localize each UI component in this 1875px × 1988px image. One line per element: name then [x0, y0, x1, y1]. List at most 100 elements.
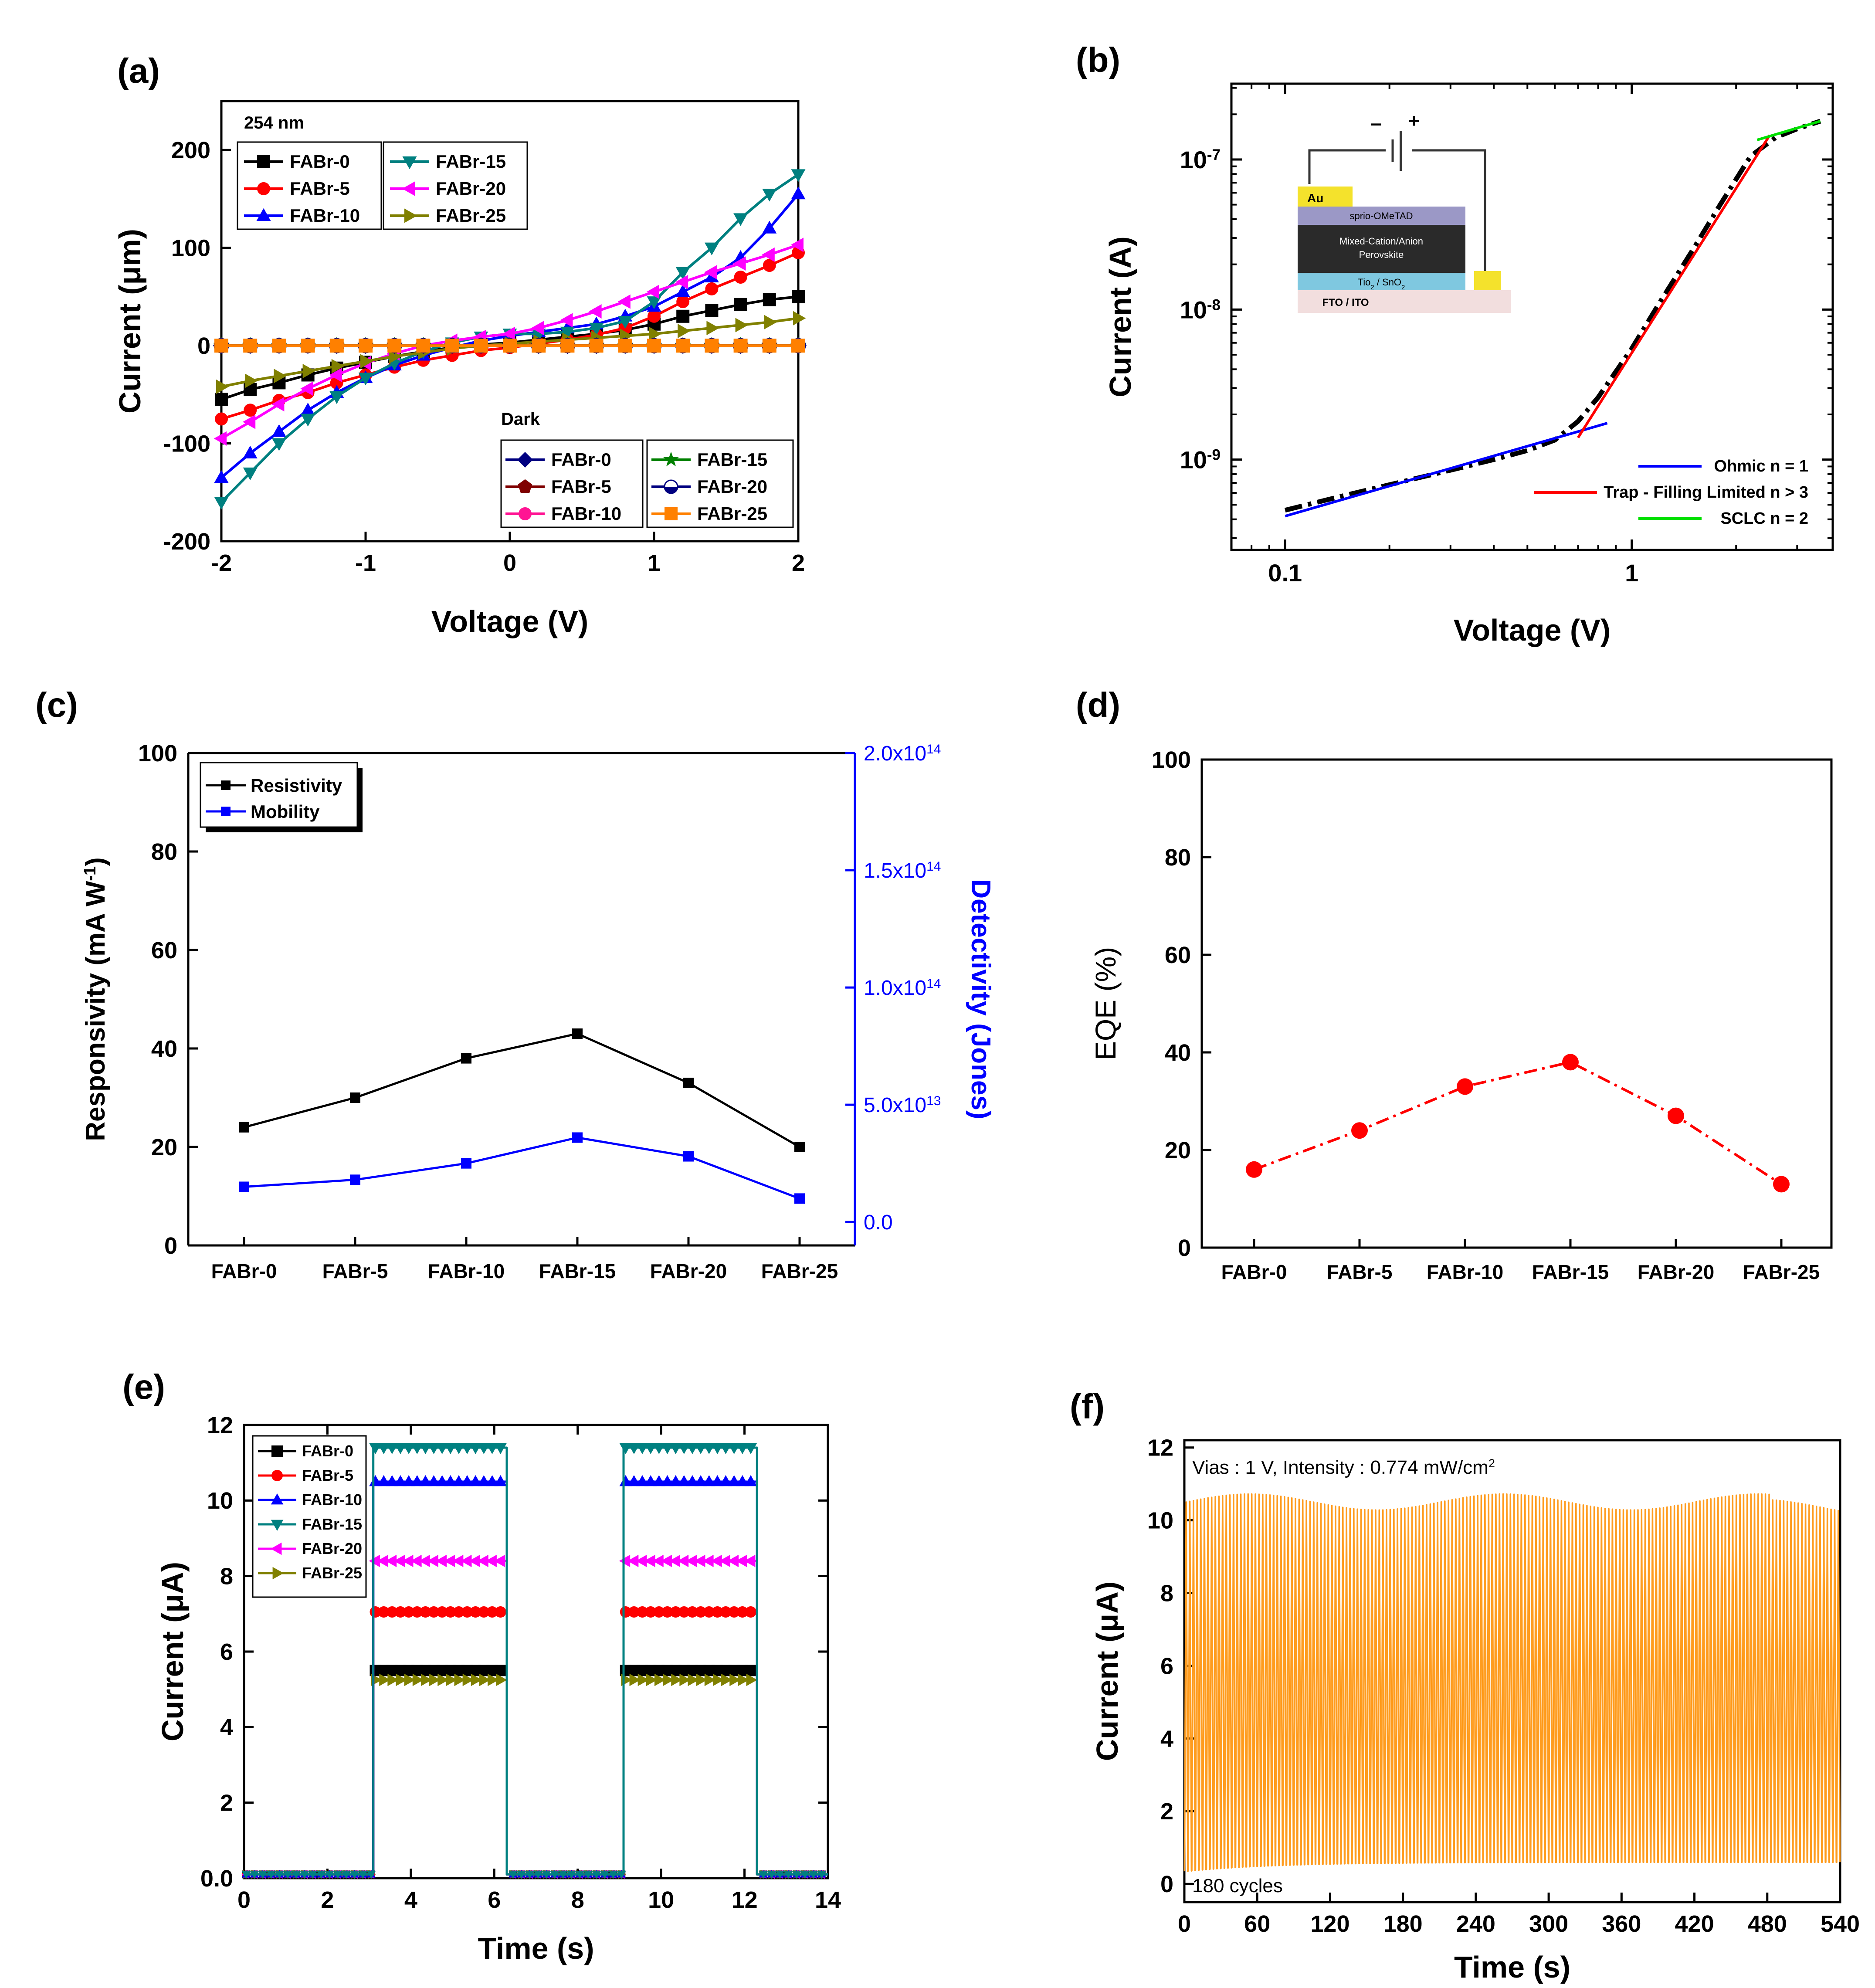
- data-point: [386, 1443, 399, 1454]
- data-point: [763, 259, 776, 272]
- data-point: [494, 1443, 507, 1454]
- data-point: [394, 1475, 407, 1486]
- data-point: [329, 391, 344, 404]
- data-point: [419, 1554, 430, 1567]
- y-tick-label: -100: [163, 431, 210, 457]
- data-point: [462, 1673, 474, 1686]
- data-point: [776, 1871, 784, 1879]
- y-tick-label: 0: [1178, 1235, 1191, 1261]
- x-tick-label: 10: [648, 1887, 674, 1913]
- panel-f-cycles: 180 cycles: [1192, 1875, 1283, 1896]
- y2-tick-label: 5.0x1013: [864, 1094, 941, 1117]
- inset-plus: +: [1408, 110, 1420, 132]
- data-point: [402, 1475, 415, 1486]
- data-point: [215, 412, 228, 426]
- data-point: [377, 1475, 390, 1486]
- panel-d-label: (d): [1076, 685, 1120, 724]
- data-point: [479, 1673, 491, 1686]
- data-point: [792, 1871, 801, 1879]
- data-point: [712, 1673, 724, 1686]
- data-point: [331, 359, 345, 373]
- data-point: [495, 1606, 506, 1618]
- data-point: [636, 1475, 649, 1486]
- data-point: [309, 1871, 317, 1879]
- data-point: [239, 1122, 249, 1133]
- data-point: [695, 1606, 707, 1618]
- y-tick-label: 8: [1160, 1580, 1173, 1606]
- legend-label: FABr-5: [302, 1466, 353, 1484]
- data-point: [486, 1475, 498, 1486]
- data-point: [705, 339, 719, 353]
- y-tick-label: 100: [1152, 747, 1191, 773]
- etl-layer: [1298, 273, 1465, 290]
- marker-half: [665, 487, 678, 493]
- wire: [1308, 149, 1386, 184]
- data-point: [683, 1151, 694, 1162]
- legend-marker: [271, 1542, 282, 1555]
- data-point: [728, 1443, 740, 1454]
- data-point: [258, 1871, 267, 1879]
- y-tick-label: 4: [1160, 1726, 1173, 1752]
- data-point: [386, 1606, 398, 1618]
- data-point: [244, 404, 257, 417]
- data-point: [791, 169, 806, 182]
- x-tick-label: FABr-15: [539, 1260, 616, 1282]
- data-point: [550, 1871, 559, 1879]
- x-tick-label: -2: [211, 550, 232, 576]
- legend-label: FABr-10: [302, 1491, 362, 1509]
- data-point: [292, 1871, 301, 1879]
- data-point: [478, 1475, 490, 1486]
- data-point: [653, 1606, 665, 1618]
- x-tick-label: 540: [1821, 1911, 1860, 1937]
- data-point: [646, 1673, 658, 1686]
- data-point: [271, 397, 285, 412]
- x-tick-label: 240: [1456, 1911, 1495, 1937]
- legend-label: Ohmic n = 1: [1714, 457, 1808, 475]
- data-point: [583, 1871, 593, 1879]
- data-point: [444, 1554, 455, 1567]
- data-point: [333, 1871, 342, 1879]
- legend-marker: [404, 208, 417, 223]
- legend-marker: [402, 181, 415, 196]
- data-point: [661, 1606, 673, 1618]
- perovskite-layer: [1298, 225, 1465, 273]
- data-point: [419, 1475, 432, 1486]
- data-point: [719, 1475, 732, 1486]
- x-tick-label: 6: [488, 1887, 501, 1913]
- data-point: [619, 1443, 632, 1454]
- y-tick-label: 4: [220, 1714, 233, 1740]
- data-point: [404, 1673, 416, 1686]
- data-point: [762, 339, 776, 353]
- x-tick-label: 300: [1529, 1911, 1568, 1937]
- data-point: [567, 1871, 576, 1879]
- data-point: [720, 1606, 732, 1618]
- data-point: [618, 339, 632, 353]
- data-point: [396, 1673, 407, 1686]
- legend-box: [252, 1435, 367, 1598]
- inset-au-label: Au: [1307, 191, 1323, 205]
- y-tick-label: 60: [1165, 942, 1191, 968]
- y2-tick-label: 2.0x1014: [864, 742, 941, 766]
- data-point: [696, 1673, 708, 1686]
- data-point: [369, 1554, 380, 1567]
- data-point: [435, 1554, 447, 1567]
- data-point: [609, 1871, 617, 1879]
- data-point: [652, 1554, 664, 1567]
- data-point: [653, 1475, 665, 1486]
- data-point: [469, 1443, 482, 1454]
- series-Mobility: [239, 1132, 805, 1204]
- data-point: [454, 1673, 465, 1686]
- panel-b-ylabel: Current (A): [1103, 236, 1137, 397]
- data-point: [791, 339, 805, 353]
- data-point: [393, 1554, 405, 1567]
- data-point: [350, 1871, 359, 1879]
- data-point: [678, 1443, 691, 1454]
- data-point: [394, 1606, 406, 1618]
- series-FABr-20: [241, 1554, 828, 1879]
- data-point: [648, 309, 661, 323]
- y2-tick-label: 0.0: [864, 1211, 893, 1234]
- panel-a-label: (a): [117, 51, 160, 90]
- data-point: [711, 1443, 724, 1454]
- data-point: [242, 414, 256, 429]
- data-point: [214, 431, 227, 446]
